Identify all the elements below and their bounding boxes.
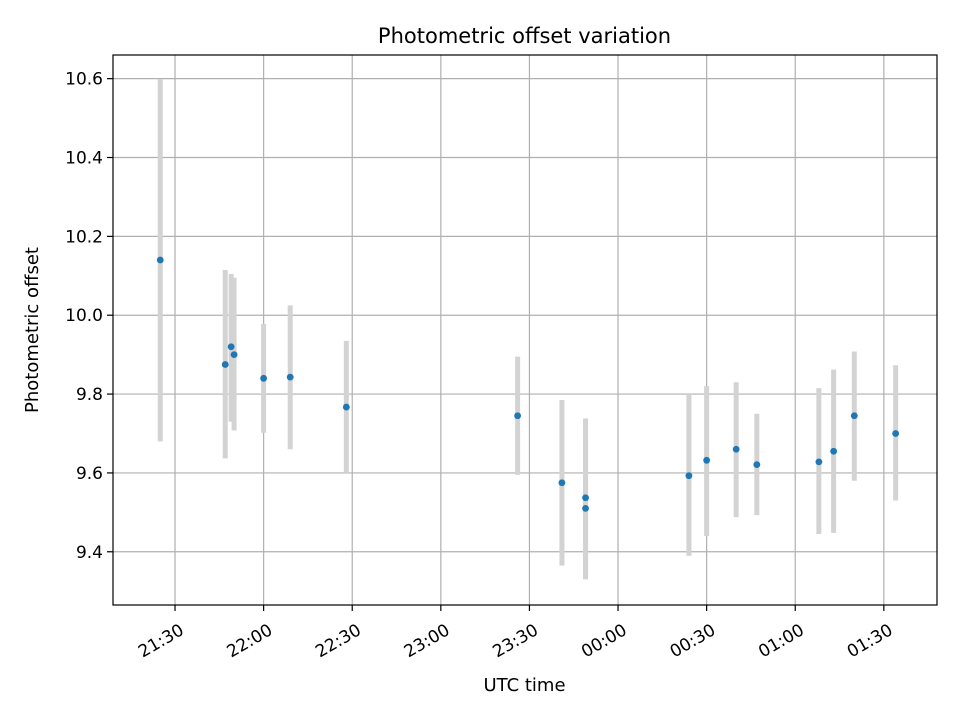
data-point bbox=[286, 373, 294, 381]
y-tick-label: 10.4 bbox=[65, 149, 103, 169]
data-point bbox=[260, 374, 268, 382]
data-point bbox=[156, 256, 164, 264]
data-point bbox=[558, 479, 566, 487]
chart-title: Photometric offset variation bbox=[378, 24, 671, 48]
data-point bbox=[221, 361, 229, 368]
data-point bbox=[582, 505, 589, 512]
data-point bbox=[230, 351, 238, 359]
data-point bbox=[815, 458, 823, 466]
y-axis-label: Photometric offset bbox=[22, 247, 43, 413]
y-tick-label: 9.6 bbox=[76, 464, 103, 484]
data-points bbox=[156, 256, 900, 512]
grid bbox=[113, 55, 937, 605]
data-point bbox=[703, 456, 711, 464]
data-point bbox=[830, 447, 838, 455]
plot-frame bbox=[112, 54, 938, 606]
x-axis-label: UTC time bbox=[483, 675, 565, 696]
y-axis-ticks: 9.4 9.6 9.8 10.0 10.2 10.4 10.6 bbox=[65, 70, 113, 563]
data-point bbox=[850, 412, 858, 420]
data-point bbox=[753, 461, 761, 469]
y-tick-label: 9.4 bbox=[76, 543, 103, 563]
data-point bbox=[892, 430, 900, 437]
y-tick-label: 10.2 bbox=[65, 227, 103, 247]
data-point bbox=[342, 403, 350, 411]
data-point bbox=[227, 343, 235, 351]
data-point bbox=[514, 412, 522, 420]
data-point bbox=[732, 445, 740, 453]
y-tick-label: 9.8 bbox=[76, 385, 103, 405]
y-tick-label: 10.6 bbox=[65, 70, 103, 90]
data-point bbox=[582, 494, 589, 502]
y-tick-label: 10.0 bbox=[65, 306, 103, 326]
data-point bbox=[685, 472, 693, 480]
